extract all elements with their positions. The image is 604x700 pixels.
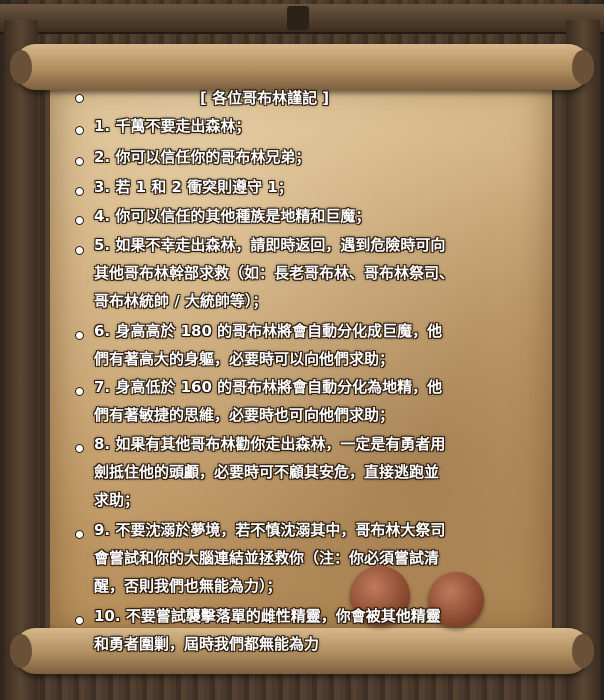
rule-4-line-1: 4. 你可以信任的其他種族是地精和巨魔； (94, 207, 371, 225)
bullet-icon (76, 95, 83, 102)
bullet-icon (76, 217, 83, 224)
top-beam (0, 4, 604, 34)
rule-5-line-2: 其他哥布林幹部求救（如：長老哥布林、哥布林祭司、 (94, 264, 455, 282)
parchment (50, 78, 552, 638)
bullet-icon (76, 247, 83, 254)
rule-7-line-1: 7. 身高低於 160 的哥布林將會自動分化為地精，他 (94, 378, 443, 396)
rule-3-line-1: 3. 若 1 和 2 衝突則遵守 1； (94, 178, 293, 196)
rule-10-line-2: 和勇者圍剿，屆時我們都無能為力 (94, 635, 320, 653)
rule-8-line-2: 劍抵住他的頭顱，必要時可不顧其安危，直接逃跑並 (94, 463, 440, 481)
bullet-icon (76, 388, 83, 395)
bullet-icon (76, 332, 83, 339)
rule-8-line-1: 8. 如果有其他哥布林勸你走出森林，一定是有勇者用 (94, 435, 446, 453)
rule-9-line-2: 會嘗試和你的大腦連結並拯救你（注：你必須嘗試清 (94, 549, 440, 567)
rule-2-line-1: 2. 你可以信任你的哥布林兄弟； (94, 148, 311, 166)
rule-6-line-1: 6. 身高高於 180 的哥布林將會自動分化成巨魔，他 (94, 322, 443, 340)
bullet-icon (76, 617, 83, 624)
bullet-icon (76, 127, 83, 134)
wax-seal-icon (428, 572, 484, 628)
scroll-roll-bottom (10, 628, 594, 674)
beam-knot (287, 6, 309, 30)
wax-seal-icon (350, 566, 410, 626)
rule-9-line-3: 醒，否則我們也無能為力）； (94, 577, 282, 595)
bullet-icon (76, 158, 83, 165)
left-post (4, 20, 38, 700)
rule-8-line-3: 求助； (94, 491, 140, 509)
bullet-icon (76, 445, 83, 452)
scroll-roll-top (10, 44, 594, 90)
bullet-icon (76, 531, 83, 538)
rule-10-line-1: 10. 不要嘗試襲擊落單的雌性精靈，你會被其他精靈 (94, 607, 441, 625)
rule-6-line-2: 們有著高大的身軀，必要時可以向他們求助； (94, 350, 395, 368)
rule-1-line-1: 1. 千萬不要走出森林； (94, 117, 251, 135)
rule-5-line-1: 5. 如果不幸走出森林，請即時返回，遇到危險時可向 (94, 236, 446, 254)
right-post (566, 20, 600, 700)
rule-5-line-3: 哥布林統帥 / 大統帥等）； (94, 292, 268, 310)
rule-9-line-1: 9. 不要沈溺於夢境，若不慎沈溺其中，哥布林大祭司 (94, 521, 446, 539)
rule-7-line-2: 們有著敏捷的思維，必要時也可向他們求助； (94, 406, 395, 424)
bullet-icon (76, 188, 83, 195)
caption-title: [ 各位哥布林謹記 ] (200, 89, 330, 107)
